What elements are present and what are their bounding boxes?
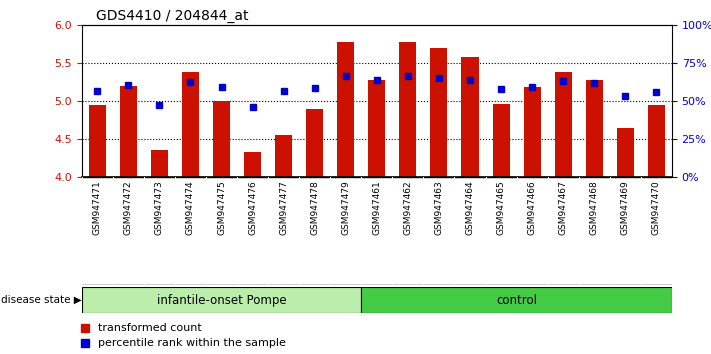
- Bar: [120, 86, 137, 177]
- Text: GSM947475: GSM947475: [217, 180, 226, 235]
- Bar: [151, 150, 168, 177]
- Bar: [648, 105, 665, 177]
- Text: GSM947466: GSM947466: [528, 180, 537, 235]
- Text: GSM947478: GSM947478: [310, 180, 319, 235]
- Text: infantile-onset Pompe: infantile-onset Pompe: [156, 293, 287, 307]
- Text: transformed count: transformed count: [98, 322, 202, 332]
- Bar: [89, 105, 106, 177]
- Text: percentile rank within the sample: percentile rank within the sample: [98, 338, 286, 348]
- Bar: [523, 87, 540, 177]
- Bar: [182, 72, 199, 177]
- Text: GSM947463: GSM947463: [434, 180, 444, 235]
- Bar: [337, 42, 354, 177]
- Bar: [461, 57, 479, 177]
- Text: GSM947469: GSM947469: [621, 180, 630, 235]
- Text: GSM947471: GSM947471: [93, 180, 102, 235]
- Text: GSM947462: GSM947462: [403, 180, 412, 235]
- Text: GSM947470: GSM947470: [652, 180, 661, 235]
- Text: disease state ▶: disease state ▶: [1, 295, 82, 305]
- Text: GSM947461: GSM947461: [373, 180, 381, 235]
- Bar: [616, 127, 634, 177]
- Text: GSM947472: GSM947472: [124, 180, 133, 235]
- Text: GSM947473: GSM947473: [155, 180, 164, 235]
- Text: GSM947476: GSM947476: [248, 180, 257, 235]
- Text: GDS4410 / 204844_at: GDS4410 / 204844_at: [96, 9, 248, 23]
- Text: GSM947467: GSM947467: [559, 180, 567, 235]
- Bar: [555, 72, 572, 177]
- Text: GSM947474: GSM947474: [186, 180, 195, 235]
- Bar: [400, 41, 417, 177]
- Bar: [275, 135, 292, 177]
- Text: GSM947479: GSM947479: [341, 180, 351, 235]
- Bar: [213, 101, 230, 177]
- Bar: [306, 108, 324, 177]
- Text: GSM947477: GSM947477: [279, 180, 288, 235]
- Bar: [586, 80, 603, 177]
- Text: GSM947464: GSM947464: [466, 180, 474, 235]
- Bar: [361, 287, 672, 313]
- Text: GSM947468: GSM947468: [589, 180, 599, 235]
- Bar: [493, 104, 510, 177]
- Text: GSM947465: GSM947465: [496, 180, 506, 235]
- Bar: [430, 47, 447, 177]
- Bar: [368, 80, 385, 177]
- Bar: [244, 152, 261, 177]
- Bar: [82, 287, 361, 313]
- Text: control: control: [496, 293, 537, 307]
